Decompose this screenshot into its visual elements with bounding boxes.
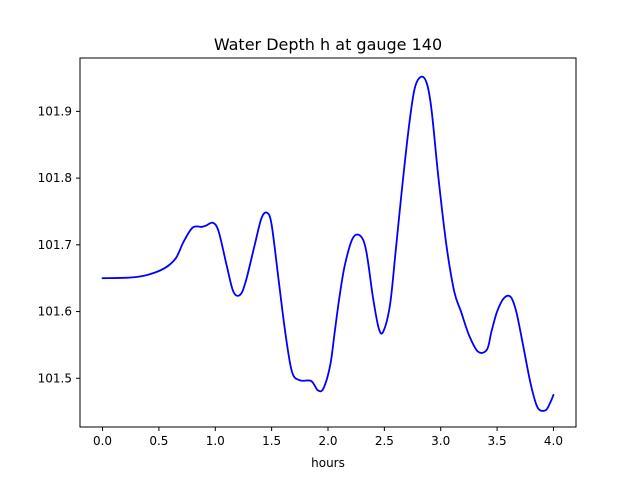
x-axis-label: hours [311,456,345,470]
x-tick-label: 0.5 [149,434,168,448]
plot-frame [79,57,577,428]
x-tick-label: 1.5 [262,434,281,448]
y-axis: 101.5 101.6 101.7 101.8 101.9 [38,104,80,385]
chart-title: Water Depth h at gauge 140 [214,35,442,54]
y-tick-label: 101.5 [38,371,72,385]
x-tick-label: 3.0 [431,434,450,448]
y-tick-label: 101.9 [38,104,72,118]
x-tick-label: 1.0 [206,434,225,448]
x-tick-label: 0.0 [93,434,112,448]
x-tick-label: 4.0 [544,434,563,448]
y-tick-label: 101.6 [38,305,72,319]
x-tick-label: 3.5 [488,434,507,448]
series-line [101,75,555,412]
x-tick-label: 2.0 [318,434,337,448]
y-tick-label: 101.7 [38,238,72,252]
x-axis: 0.0 0.5 1.0 1.5 2.0 2.5 3.0 3.5 4.0 [93,427,563,448]
y-tick-label: 101.8 [38,171,72,185]
x-tick-label: 2.5 [375,434,394,448]
